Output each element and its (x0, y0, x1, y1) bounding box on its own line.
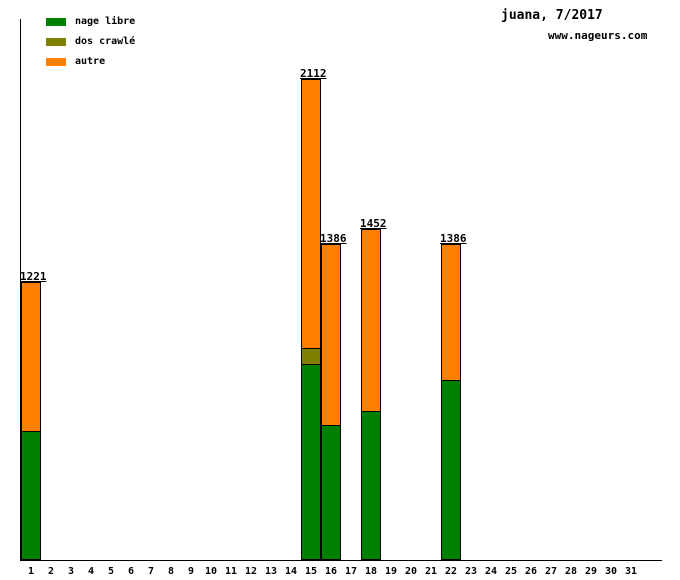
x-tick-label-4: 4 (87, 566, 95, 577)
bar-segment-nage-libre (302, 364, 320, 559)
x-tick-label-27: 27 (544, 566, 558, 577)
x-tick-label-9: 9 (187, 566, 195, 577)
x-tick-label-8: 8 (167, 566, 175, 577)
bar-segment-nage-libre (362, 411, 380, 559)
bar-day-16[interactable] (321, 244, 341, 560)
legend-label: nage libre (75, 16, 136, 27)
x-tick-label-29: 29 (584, 566, 598, 577)
x-tick-label-30: 30 (604, 566, 618, 577)
legend-item-dos-crawle: dos crawlé (46, 36, 136, 47)
x-tick-label-16: 16 (324, 566, 338, 577)
x-tick-label-19: 19 (384, 566, 398, 577)
x-tick-label-12: 12 (244, 566, 258, 577)
x-axis (20, 560, 662, 561)
legend-label: autre (75, 56, 106, 67)
legend-swatch-dos-crawle-icon (46, 38, 66, 46)
chart-legend: nage libre dos crawlé autre (46, 16, 136, 78)
legend-swatch-autre-icon (46, 58, 66, 66)
x-tick-label-26: 26 (524, 566, 538, 577)
legend-item-nage-libre: nage libre (46, 16, 136, 27)
bar-day-22[interactable] (441, 244, 461, 560)
x-tick-label-15: 15 (304, 566, 318, 577)
website-label: www.nageurs.com (548, 29, 648, 42)
page-title: juana, 7/2017 (501, 8, 603, 23)
bar-segment-autre (22, 283, 40, 431)
bar-total-label-day-22[interactable]: 1386 (440, 232, 467, 245)
x-tick-label-3: 3 (67, 566, 75, 577)
x-tick-label-11: 11 (224, 566, 238, 577)
bar-segment-autre (322, 245, 340, 425)
bar-total-label-day-15[interactable]: 2112 (300, 67, 327, 80)
x-tick-label-31: 31 (624, 566, 638, 577)
x-tick-label-20: 20 (404, 566, 418, 577)
bar-day-1[interactable] (21, 282, 41, 560)
x-tick-label-18: 18 (364, 566, 378, 577)
x-tick-label-6: 6 (127, 566, 135, 577)
x-tick-label-10: 10 (204, 566, 218, 577)
bar-segment-nage-libre (322, 425, 340, 559)
bar-segment-autre (362, 230, 380, 411)
x-tick-label-17: 17 (344, 566, 358, 577)
x-tick-label-25: 25 (504, 566, 518, 577)
legend-label: dos crawlé (75, 36, 136, 47)
x-tick-label-28: 28 (564, 566, 578, 577)
x-tick-label-21: 21 (424, 566, 438, 577)
x-tick-label-13: 13 (264, 566, 278, 577)
bar-segment-autre (302, 80, 320, 348)
bar-segment-nage-libre (22, 431, 40, 559)
bar-segment-dos-crawlé (302, 348, 320, 364)
bar-segment-nage-libre (442, 380, 460, 559)
bar-total-label-day-18[interactable]: 1452 (360, 217, 387, 230)
bar-segment-autre (442, 245, 460, 380)
legend-item-autre: autre (46, 56, 135, 67)
x-tick-label-1: 1 (27, 566, 35, 577)
x-tick-label-22: 22 (444, 566, 458, 577)
legend-swatch-nage-libre-icon (46, 18, 66, 26)
x-tick-label-7: 7 (147, 566, 155, 577)
bar-day-18[interactable] (361, 229, 381, 560)
x-tick-label-5: 5 (107, 566, 115, 577)
x-tick-label-24: 24 (484, 566, 498, 577)
x-tick-label-2: 2 (47, 566, 55, 577)
bar-total-label-day-1[interactable]: 1221 (20, 270, 47, 283)
x-tick-label-14: 14 (284, 566, 298, 577)
bar-total-label-day-16[interactable]: 1386 (320, 232, 347, 245)
bar-day-15[interactable] (301, 79, 321, 560)
x-tick-label-23: 23 (464, 566, 478, 577)
y-axis (20, 19, 21, 560)
